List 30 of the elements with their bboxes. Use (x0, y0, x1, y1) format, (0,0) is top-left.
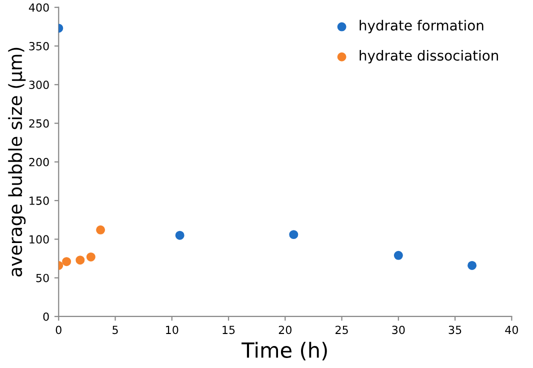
y-tick-label: 200 (29, 158, 49, 166)
point (96, 225, 106, 234)
x-tick-label: 20 (278, 326, 292, 334)
x-tick-label: 25 (336, 326, 348, 334)
x-tick-label: 35 (448, 326, 462, 334)
point (175, 230, 184, 240)
x-tick-label: 30 (392, 326, 405, 334)
legend-label: hydrate formation (360, 20, 484, 34)
x-tick-label: 15 (222, 326, 235, 334)
x-tick-label: 5 (112, 326, 118, 334)
y-tick-label: 100 (30, 235, 49, 244)
y-tick-label: 400 (28, 3, 49, 12)
x-axis-title: Time (h) (242, 342, 327, 360)
y-tick-label: 300 (29, 80, 49, 90)
point (289, 230, 298, 240)
y-tick-label: 0 (43, 312, 49, 321)
point (468, 260, 477, 270)
legend-label: hydrate dissociation (360, 50, 498, 64)
y-axis-title: average bubble size (µm) (8, 48, 26, 276)
x-tick-label: 10 (166, 326, 178, 334)
point (62, 257, 72, 266)
point (76, 256, 85, 265)
y-tick-label: 150 (30, 196, 49, 205)
x-tick-label: 0 (56, 326, 62, 334)
y-tick-label: 350 (29, 42, 49, 50)
point (86, 252, 96, 262)
x-tick-label: 40 (505, 326, 518, 334)
y-tick-label: 250 (29, 119, 49, 128)
y-tick-label: 50 (36, 274, 49, 282)
point (394, 250, 403, 260)
